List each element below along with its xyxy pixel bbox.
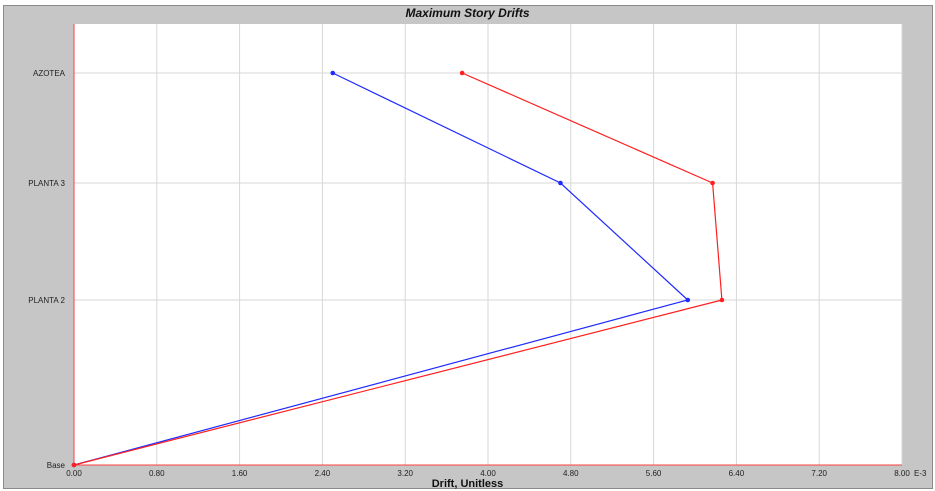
data-point [685,297,691,303]
x-tick-label: 4.80 [563,469,579,478]
x-tick-label: 5.60 [646,469,662,478]
x-tick-label: 7.20 [811,469,827,478]
series-lines [71,70,725,468]
story-label: Base [47,461,66,470]
x-tick-label: 1.60 [232,469,248,478]
story-label: PLANTA 3 [28,179,65,188]
data-point [330,70,336,76]
story-label: PLANTA 2 [28,296,65,305]
x-tick-label: 3.20 [397,469,413,478]
grid-lines [74,24,903,465]
x-tick-labels: 0.00 0.80 1.60 2.40 3.20 4.00 4.80 5.60 6.40 7.20… [66,469,910,478]
x-tick-label: 0.00 [66,469,82,478]
story-labels: Base PLANTA 2 PLANTA 3 AZOTEA [28,69,65,470]
series-line-1 [73,72,689,466]
x-unit-suffix: E-3 [914,469,927,478]
chart-title: Maximum Story Drifts [405,6,530,20]
x-tick-label: 8.00 [894,469,910,478]
series-line-2 [73,72,723,466]
data-point [459,70,465,76]
data-point [710,180,715,186]
data-point [558,180,563,186]
story-label: AZOTEA [33,69,66,78]
x-tick-label: 2.40 [315,469,331,478]
data-point [71,462,77,468]
axes [73,24,902,466]
x-tick-label: 0.80 [149,469,165,478]
x-tick-label: 4.00 [480,469,496,478]
x-tick-label: 6.40 [729,469,745,478]
x-axis-title: Drift, Unitless [431,478,504,490]
data-point [719,297,725,303]
